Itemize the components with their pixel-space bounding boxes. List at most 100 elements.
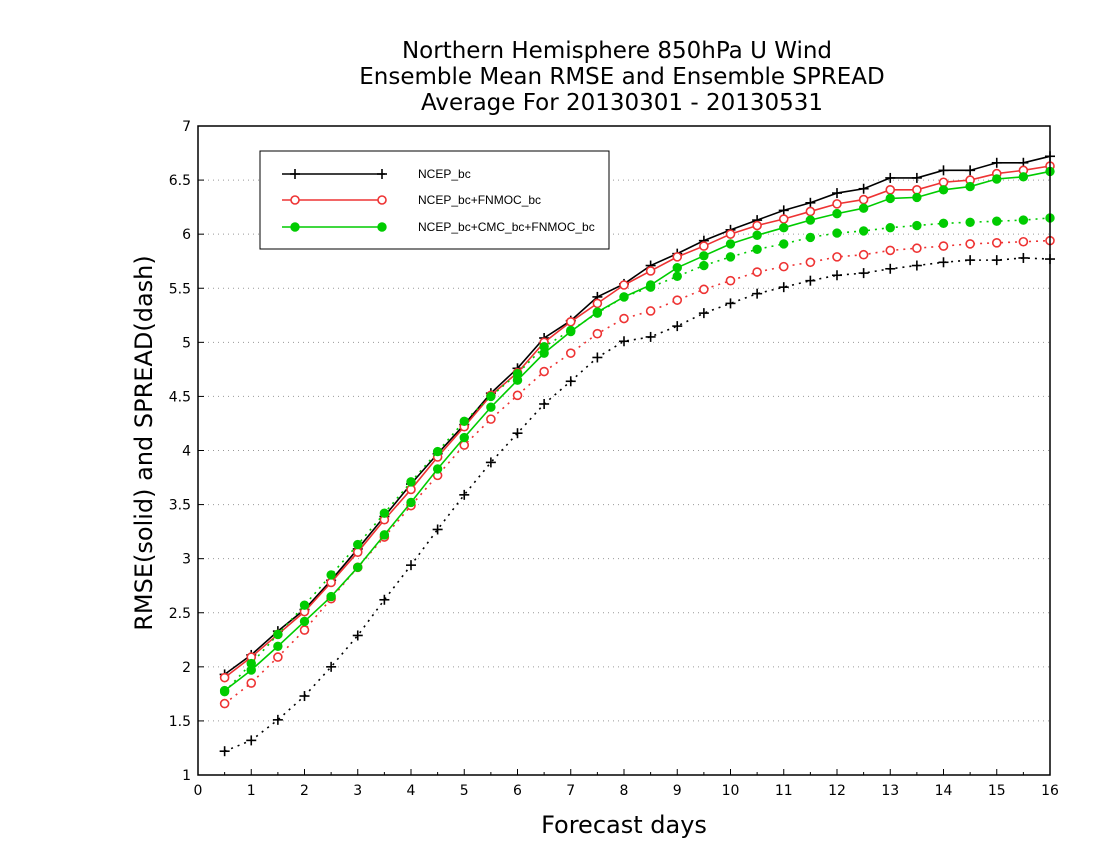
series-1-spread-point (565, 376, 576, 387)
series-1-spread-point (219, 746, 230, 757)
series-1-rmse-point (778, 205, 789, 216)
series-layer (219, 151, 1055, 757)
series-1-spread-point (938, 257, 949, 268)
x-axis-label: Forecast days (541, 811, 707, 839)
series-3-rmse-point (672, 262, 682, 273)
series-3-rmse-point (912, 192, 922, 203)
legend-label: NCEP_bc+CMC_bc+FNMOC_bc (418, 220, 595, 234)
series-2-rmse-point (592, 298, 603, 309)
legend-marker (377, 169, 387, 179)
series-2-spread-point (912, 243, 922, 254)
series-2-rmse-point (805, 206, 816, 217)
series-2-spread-point (299, 625, 310, 635)
series-2-spread-line (224, 239, 1051, 705)
series-2-spread-point (991, 238, 1002, 248)
series-2-spread-point (938, 241, 949, 251)
chart-title-line-2: Ensemble Mean RMSE and Ensemble SPREAD (359, 64, 884, 90)
series-2-spread-point (645, 306, 656, 316)
x-tick-label: 11 (775, 783, 793, 799)
legend-marker (377, 222, 387, 232)
series-2-rmse-point (778, 214, 789, 224)
series-2-rmse-point (672, 252, 683, 262)
series-3-rmse-point (805, 215, 816, 225)
series-3-rmse-point (219, 685, 230, 696)
x-tick-label: 15 (988, 783, 1006, 799)
y-tick-label: 3 (182, 552, 191, 568)
series-2-spread-point (778, 261, 789, 272)
series-2-spread-point (619, 313, 629, 324)
series-2-rmse-point (352, 547, 363, 557)
x-tick-label: 4 (407, 783, 416, 799)
series-1-rmse-point (858, 183, 869, 194)
y-tick-label: 5 (182, 335, 191, 351)
series-1-spread-point (512, 428, 523, 439)
series-1-spread-point (619, 336, 629, 347)
series-1-rmse-point (832, 188, 842, 199)
series-3-spread-point (326, 570, 336, 580)
series-2-rmse-point (832, 199, 842, 209)
series-3-spread-point (1018, 215, 1029, 225)
series-1-spread-point (459, 489, 470, 500)
series-3-spread-point (273, 629, 283, 640)
legend-marker (377, 195, 387, 205)
x-tick-label: 14 (935, 783, 953, 799)
series-2-spread-point (672, 295, 683, 305)
series-1-spread-point (592, 352, 603, 363)
series-3-rmse-point (1018, 172, 1029, 182)
legend-label: NCEP_bc+FNMOC_bc (418, 193, 541, 207)
series-3-rmse-point (752, 230, 762, 240)
series-1-spread-point (406, 560, 416, 571)
x-tick-label: 13 (881, 783, 899, 799)
series-3-rmse-point (406, 497, 416, 508)
series-3-rmse-point (512, 375, 523, 385)
series-3-spread-point (406, 477, 416, 487)
series-3-rmse-point (379, 530, 390, 540)
series-2-rmse-point (645, 266, 656, 276)
series-3-spread-point (299, 600, 310, 610)
series-3-rmse-point (432, 464, 443, 474)
series-1-spread-point (911, 260, 922, 271)
series-3-spread-point (965, 217, 975, 227)
gridlines (198, 179, 1050, 722)
series-2-spread-point (805, 257, 816, 268)
series-3-rmse-point (459, 432, 469, 443)
series-2-rmse-point (885, 185, 896, 195)
x-tick-label: 1 (247, 783, 256, 799)
series-1-spread-point (752, 288, 763, 299)
series-3-spread-point (353, 539, 363, 550)
y-tick-label: 7 (182, 119, 191, 135)
series-1-spread-point (858, 268, 869, 279)
series-3-spread-point (752, 244, 762, 255)
series-2-spread-point (219, 698, 230, 709)
series-2-spread-point (459, 440, 470, 450)
series-2-spread-point (752, 267, 762, 277)
series-3-spread-point (938, 218, 949, 229)
series-3-rmse-point (779, 222, 789, 233)
series-1-spread-point (432, 524, 443, 535)
legend-marker (290, 195, 300, 205)
series-3-spread-point (992, 216, 1002, 226)
series-2-spread-point (832, 252, 842, 262)
series-3-rmse-point (699, 251, 709, 261)
series-3-spread-point (885, 222, 895, 233)
y-axis: 1 1.5 2 2.5 3 3.5 4 4.5 5 5.5 6 6.5 7 (169, 119, 204, 784)
x-tick-label: 10 (722, 783, 740, 799)
legend: NCEP_bc NCEP_bc+FNMOC_bc NCEP_bc+CMC_bc+FN… (259, 150, 610, 250)
series-3-rmse-point (858, 203, 869, 213)
series-3-rmse-point (832, 208, 842, 219)
series-3-rmse-point (938, 185, 949, 195)
series-3-spread-point (459, 416, 469, 426)
series-2-rmse-point (725, 229, 736, 239)
legend-marker (290, 222, 300, 232)
series-2-rmse-point (565, 316, 576, 327)
series-3-rmse-point (273, 641, 283, 651)
y-tick-label: 1.5 (169, 714, 191, 730)
series-3-spread-point (699, 260, 709, 271)
series-1-spread-point (379, 594, 390, 605)
series-2-rmse-point (699, 241, 709, 251)
series-2-spread-point (273, 652, 283, 662)
series-2-spread-point (858, 249, 869, 260)
series-1-spread-point (645, 331, 656, 342)
series-2-spread-point (1018, 236, 1029, 247)
